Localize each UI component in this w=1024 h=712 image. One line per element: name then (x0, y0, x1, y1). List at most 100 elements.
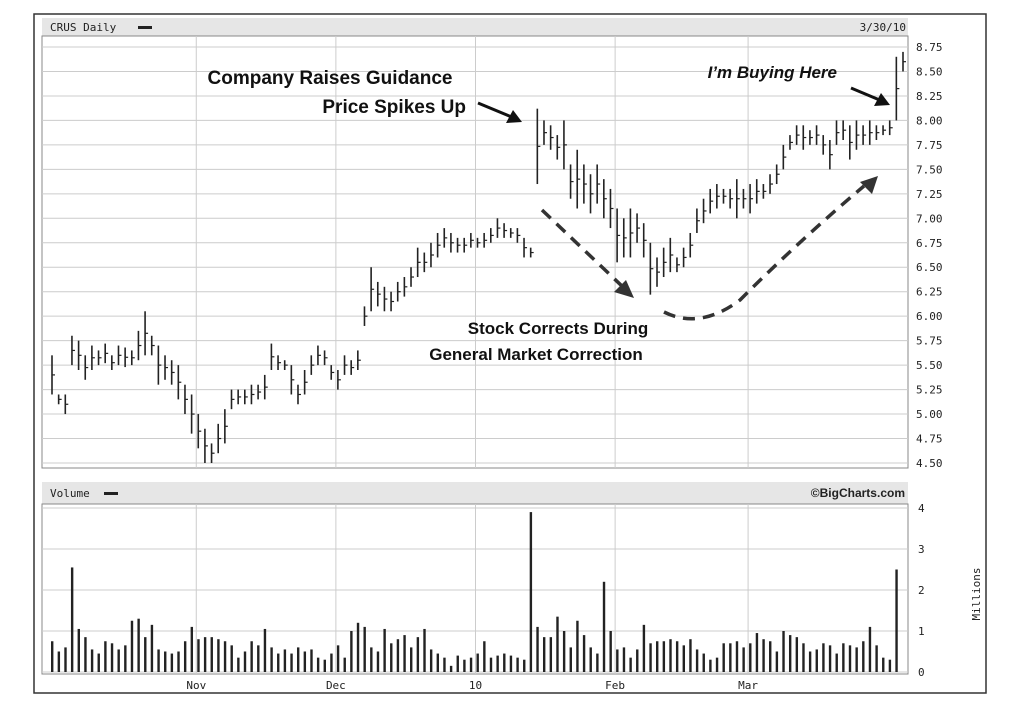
price-bar (337, 370, 341, 390)
price-bar (423, 252, 428, 273)
volume-bar (649, 643, 652, 672)
volume-bar (363, 626, 366, 672)
volume-bar (596, 653, 599, 672)
volume-tick-label: 3 (918, 543, 925, 556)
price-tick-label: 5.50 (916, 359, 943, 372)
price-bar (170, 360, 175, 385)
volume-bar (350, 631, 353, 672)
volume-bar (516, 657, 519, 672)
volume-bar (875, 645, 878, 672)
x-tick-label: Nov (186, 679, 206, 692)
volume-bar (862, 641, 865, 672)
volume-bar (662, 641, 666, 672)
volume-bar (157, 649, 160, 672)
price-bars (51, 51, 906, 463)
volume-bar (230, 645, 233, 672)
x-tick-label: Mar (738, 679, 758, 692)
volume-bar (675, 641, 679, 672)
price-tick-label: 5.25 (916, 384, 943, 397)
price-tick-label: 5.00 (916, 408, 943, 421)
x-tick-label: Feb (605, 679, 625, 692)
price-bar (250, 384, 255, 405)
price-bar (77, 340, 82, 371)
price-bar (64, 394, 69, 415)
annotation-correction-line1: Stock Corrects During (468, 319, 648, 338)
volume-bar (463, 659, 466, 672)
volume-bar (383, 628, 386, 672)
buying-arrow (850, 86, 890, 106)
price-bar (662, 247, 667, 278)
price-bar (310, 355, 315, 375)
volume-bar (476, 653, 479, 672)
price-bar (589, 174, 594, 214)
volume-bar (715, 657, 719, 672)
volume-bar (835, 653, 838, 672)
volume-bar (722, 643, 725, 672)
volume-bar (110, 643, 114, 672)
price-bar (144, 311, 149, 356)
price-bar (257, 384, 262, 400)
price-bar (622, 218, 627, 258)
price-axis: 8.75 8.50 8.25 8.00 7.75 7.50 7.25 7.00 6.75 6.50… (916, 41, 943, 470)
volume-bar (742, 647, 745, 672)
price-bar (642, 223, 647, 258)
volume-bar (822, 643, 825, 672)
volume-bar (396, 639, 400, 672)
price-bar (875, 125, 880, 140)
volume-bar (170, 653, 174, 672)
volume-bar (542, 637, 546, 672)
volume-bar (848, 645, 852, 672)
price-bar (503, 223, 508, 238)
price-bar (443, 228, 448, 248)
price-tick-label: 6.00 (916, 310, 943, 323)
volume-bar (842, 643, 845, 672)
price-bar (735, 179, 740, 219)
price-bar (190, 394, 195, 434)
price-bar (343, 355, 348, 375)
price-bar (210, 443, 215, 463)
price-bar (330, 365, 335, 380)
price-bar (669, 237, 674, 273)
volume-bar (164, 651, 167, 672)
price-tick-label: 8.25 (916, 90, 943, 103)
volume-bar (436, 653, 440, 672)
price-bar (616, 208, 621, 263)
volume-bar (549, 637, 553, 672)
price-bar (596, 164, 601, 204)
volume-bar (210, 637, 213, 672)
annotation-guidance-line1: Company Raises Guidance (208, 68, 453, 89)
price-bar (696, 208, 700, 233)
price-bar (649, 242, 654, 295)
volume-bar (223, 641, 227, 672)
price-bar (822, 135, 827, 155)
price-bar (303, 370, 308, 395)
volume-bar (795, 637, 799, 672)
price-bar (523, 237, 528, 258)
price-bar (656, 257, 661, 287)
volume-bar (682, 645, 686, 672)
price-bar (383, 286, 388, 312)
volume-bar (556, 616, 559, 672)
correction-dashed-arrow (540, 208, 634, 298)
volume-bar (828, 645, 832, 672)
price-bar (130, 350, 135, 366)
price-bar (755, 179, 760, 204)
price-bar (509, 228, 514, 238)
price-tick-label: 7.25 (916, 188, 943, 201)
price-bar (802, 125, 807, 150)
price-bar (283, 360, 288, 371)
price-bar (390, 291, 395, 312)
volume-bar (323, 659, 326, 672)
volume-bar (84, 637, 87, 672)
volume-bar (416, 637, 420, 672)
price-bar (71, 335, 75, 366)
volume-bar (709, 659, 712, 672)
volume-bar (217, 639, 220, 672)
price-bar (895, 56, 900, 121)
price-bar (476, 237, 481, 248)
price-bar (676, 257, 680, 273)
price-bar (762, 184, 767, 199)
volume-bar (749, 643, 752, 672)
volume-bar (695, 649, 699, 672)
price-bar (84, 355, 89, 380)
